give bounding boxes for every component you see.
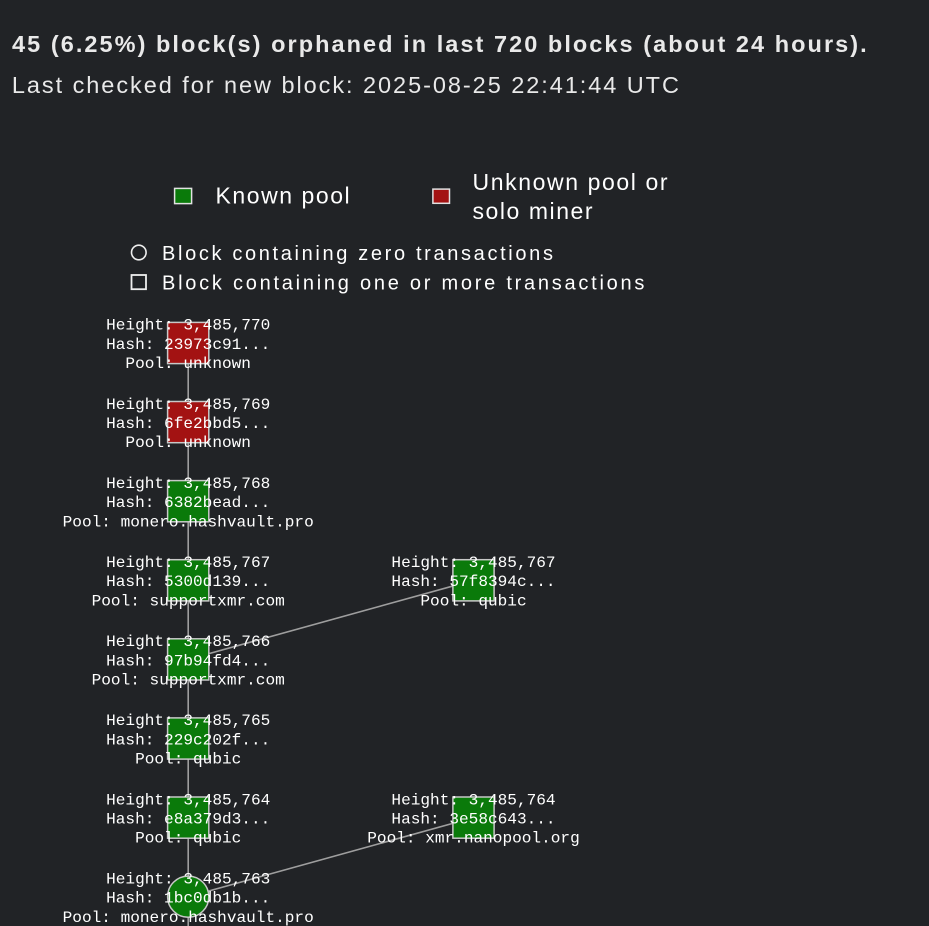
svg-text:Height: 3,485,770: Height: 3,485,770 — [106, 317, 270, 335]
svg-text:Pool: monero.hashvault.pro: Pool: monero.hashvault.pro — [63, 909, 314, 926]
svg-text:Height: 3,485,769: Height: 3,485,769 — [106, 396, 270, 414]
svg-text:Hash: e8a379d3...: Hash: e8a379d3... — [106, 811, 270, 829]
svg-text:Pool: supportxmr.com: Pool: supportxmr.com — [92, 672, 285, 690]
svg-text:Pool: unknown: Pool: unknown — [125, 434, 251, 452]
svg-text:Hash: 229c202f...: Hash: 229c202f... — [106, 731, 270, 749]
svg-text:Pool: xmr.nanopool.org: Pool: xmr.nanopool.org — [367, 830, 579, 848]
svg-text:Hash: 97b94fd4...: Hash: 97b94fd4... — [106, 652, 270, 670]
svg-text:Hash: 1bc0db1b...: Hash: 1bc0db1b... — [106, 890, 270, 908]
svg-text:Pool: monero.hashvault.pro: Pool: monero.hashvault.pro — [63, 513, 314, 531]
svg-text:solo miner: solo miner — [473, 198, 595, 224]
svg-text:Block containing zero transact: Block containing zero transactions — [162, 243, 556, 265]
svg-text:Height: 3,485,764: Height: 3,485,764 — [106, 791, 270, 809]
svg-text:Hash: 23973c91...: Hash: 23973c91... — [106, 336, 270, 354]
svg-text:Pool: qubic: Pool: qubic — [135, 751, 241, 769]
svg-text:Height: 3,485,767: Height: 3,485,767 — [106, 554, 270, 572]
svg-text:Pool: supportxmr.com: Pool: supportxmr.com — [92, 592, 285, 610]
svg-text:Pool: qubic: Pool: qubic — [135, 830, 241, 848]
svg-text:Pool: unknown: Pool: unknown — [125, 355, 251, 373]
svg-text:Height: 3,485,763: Height: 3,485,763 — [106, 870, 270, 888]
svg-text:Height: 3,485,764: Height: 3,485,764 — [391, 791, 555, 809]
svg-text:Height: 3,485,765: Height: 3,485,765 — [106, 712, 270, 730]
svg-text:45 (6.25%) block(s) orphaned i: 45 (6.25%) block(s) orphaned in last 720… — [12, 31, 869, 57]
svg-text:Pool: qubic: Pool: qubic — [420, 592, 526, 610]
svg-text:Hash: 6fe2bbd5...: Hash: 6fe2bbd5... — [106, 415, 270, 433]
svg-text:Hash: 3e58c643...: Hash: 3e58c643... — [391, 811, 555, 829]
svg-text:Known pool: Known pool — [216, 182, 352, 208]
svg-text:Height: 3,485,768: Height: 3,485,768 — [106, 475, 270, 493]
svg-text:Unknown pool or: Unknown pool or — [473, 169, 670, 195]
svg-text:Hash: 6382bead...: Hash: 6382bead... — [106, 494, 270, 512]
svg-text:Hash: 57f8394c...: Hash: 57f8394c... — [391, 573, 555, 591]
svg-text:Hash: 5300d139...: Hash: 5300d139... — [106, 573, 270, 591]
svg-text:Block containing one or more t: Block containing one or more transaction… — [162, 273, 647, 295]
svg-text:Height: 3,485,767: Height: 3,485,767 — [391, 554, 555, 572]
svg-text:Height: 3,485,766: Height: 3,485,766 — [106, 633, 270, 651]
svg-text:Last checked for new block: 20: Last checked for new block: 2025-08-25 2… — [12, 72, 681, 98]
